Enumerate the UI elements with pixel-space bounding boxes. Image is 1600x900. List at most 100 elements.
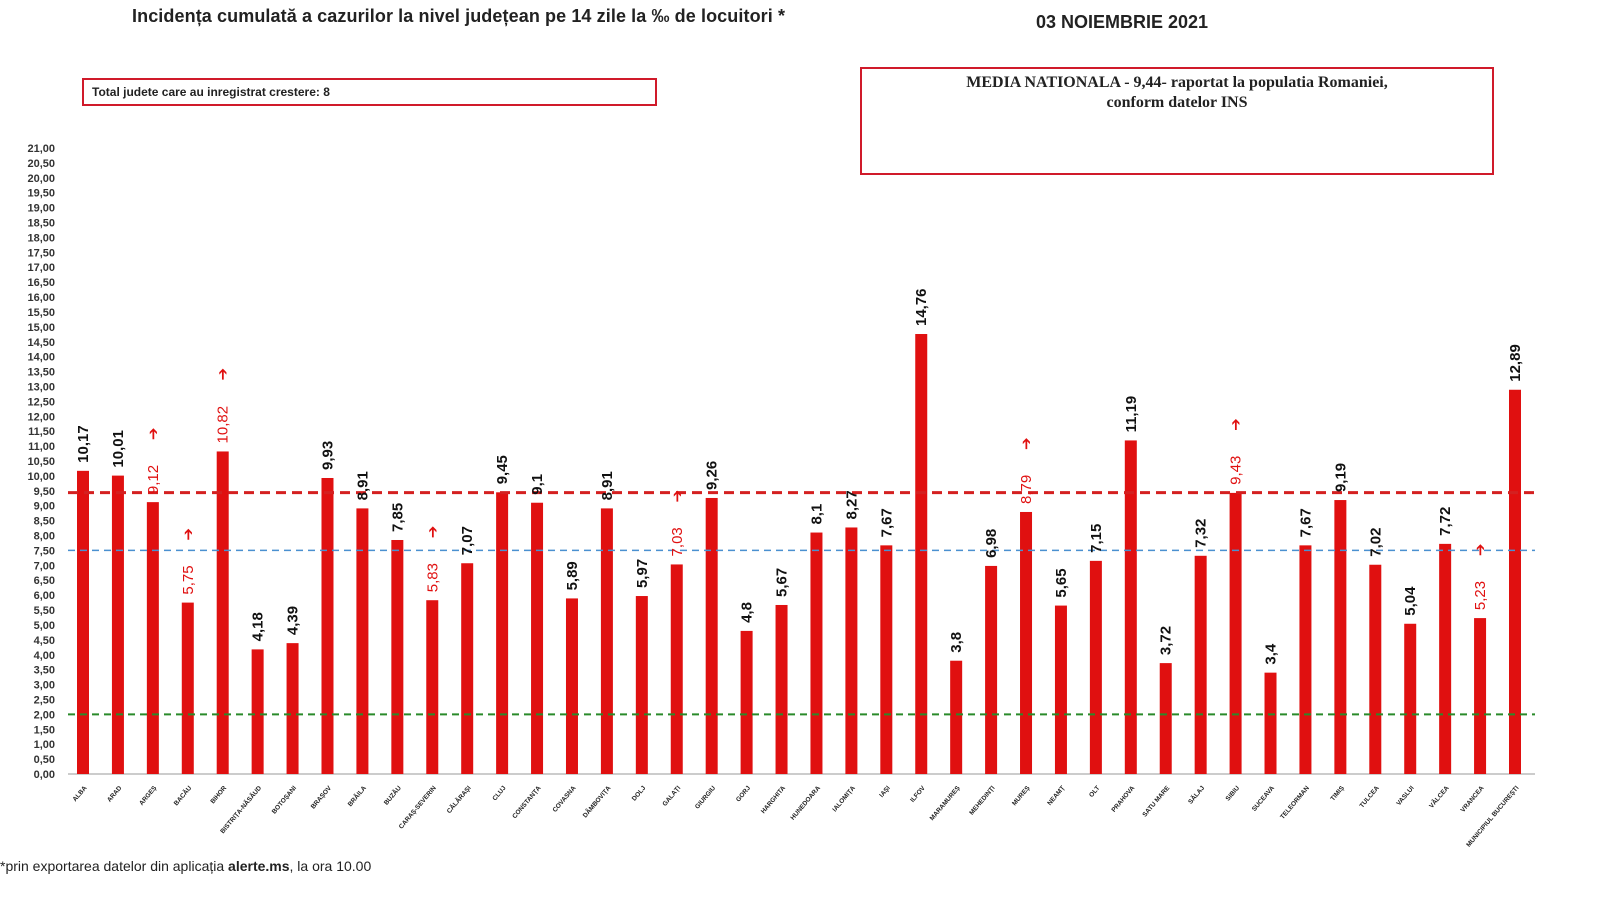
category-label: TULCEA (1359, 785, 1382, 810)
bar-vâlcea (1439, 543, 1452, 774)
y-tick-label: 2,50 (34, 694, 55, 706)
y-tick-label: 10,50 (27, 456, 55, 468)
category-label: VRANCEA (1460, 785, 1486, 814)
up-arrow-icon: ➔ (668, 490, 686, 503)
y-tick-label: 10,00 (27, 471, 55, 483)
value-label: 8,79 (1018, 475, 1035, 504)
y-tick-label: 20,50 (27, 158, 55, 170)
category-label: OLT (1088, 785, 1101, 799)
value-label: 7,32 (1193, 519, 1210, 548)
category-label: DOLJ (631, 784, 648, 802)
y-tick-label: 12,50 (27, 396, 55, 408)
y-tick-label: 12,00 (27, 411, 55, 423)
value-label: 4,18 (250, 612, 267, 641)
bar-botoșani (286, 643, 299, 774)
category-label: COVASNA (552, 785, 578, 814)
bar-buzău (391, 539, 404, 774)
value-label: 7,67 (1297, 508, 1314, 537)
y-tick-label: 0,00 (34, 769, 55, 781)
increase-count-box: Total judete care au inregistrat crester… (82, 78, 657, 106)
value-label: 7,67 (878, 508, 895, 537)
y-tick-label: 17,50 (27, 247, 55, 259)
bar-bacău (181, 602, 194, 774)
bar-neamț (1054, 605, 1067, 774)
y-tick-label: 15,50 (27, 307, 55, 319)
bar-alba (77, 470, 89, 774)
category-label: BACĂU (171, 783, 193, 807)
footnote: *prin exportarea datelor din aplicația a… (0, 858, 371, 874)
y-tick-label: 2,00 (34, 709, 55, 721)
national-average-line1: MEDIA NATIONALA - 9,44- raportat la popu… (966, 74, 1388, 91)
y-tick-label: 5,00 (34, 620, 55, 632)
y-tick-label: 21,00 (27, 143, 55, 155)
y-tick-label: 14,50 (27, 337, 55, 349)
category-label: SUCEAVA (1251, 785, 1276, 813)
value-label: 3,8 (948, 632, 965, 653)
y-tick-label: 8,00 (34, 531, 55, 543)
category-label: VASLUI (1395, 785, 1415, 808)
bar-hunedoara (810, 532, 823, 774)
y-tick-label: 17,00 (27, 262, 55, 274)
value-label: 3,4 (1263, 643, 1280, 665)
value-label: 5,75 (180, 565, 197, 594)
value-label: 7,02 (1367, 528, 1384, 557)
up-arrow-icon: ➔ (1227, 418, 1245, 431)
category-label: ARAD (106, 785, 124, 804)
bar-timiș (1334, 500, 1347, 774)
value-label: 9,12 (145, 465, 162, 494)
bar-bihor (216, 451, 229, 774)
category-label: MARAMUREȘ (929, 784, 962, 822)
category-label: BUZĂU (381, 783, 403, 806)
category-label: CONSTANȚA (511, 785, 542, 821)
value-label: 9,1 (529, 474, 546, 495)
value-label: 9,26 (704, 461, 721, 490)
value-label: 5,83 (424, 563, 441, 592)
category-label: CARAȘ-SEVERIN (398, 785, 438, 831)
value-label: 11,19 (1123, 396, 1140, 433)
value-label: 9,19 (1332, 463, 1349, 492)
bar-ialomița (845, 527, 858, 774)
value-label: 9,93 (319, 441, 336, 470)
value-label: 7,07 (459, 526, 476, 555)
y-tick-label: 9,00 (34, 501, 55, 513)
value-label: 7,15 (1088, 524, 1105, 553)
y-tick-label: 16,00 (27, 292, 55, 304)
value-label: 5,67 (774, 568, 791, 597)
bar-giurgiu (705, 497, 718, 774)
y-tick-label: 13,00 (27, 381, 55, 393)
y-tick-label: 20,00 (27, 173, 55, 185)
y-tick-label: 1,50 (34, 724, 55, 736)
y-tick-label: 4,50 (34, 635, 55, 647)
bar-argeș (146, 502, 159, 774)
value-label: 12,89 (1507, 344, 1524, 382)
value-label: 10,17 (75, 425, 92, 463)
bar-olt (1089, 560, 1102, 774)
value-label: 8,27 (843, 490, 860, 519)
category-label: IALOMIȚA (831, 785, 857, 814)
bar-satu-mare (1159, 663, 1172, 774)
national-average-box: MEDIA NATIONALA - 9,44- raportat la popu… (860, 67, 1494, 175)
bar-vrancea (1474, 618, 1487, 774)
bar-prahova (1124, 440, 1137, 774)
value-label: 10,82 (215, 406, 232, 444)
category-label: MUREȘ (1011, 784, 1032, 807)
y-tick-label: 4,00 (34, 650, 55, 662)
category-label: GORJ (735, 784, 752, 803)
bar-dolj (635, 596, 648, 774)
bar-mehedinți (985, 565, 998, 774)
bar-covasna (565, 598, 578, 774)
y-tick-label: 8,50 (34, 516, 55, 528)
bar-galați (670, 564, 683, 774)
bar-mureș (1020, 511, 1033, 774)
y-tick-label: 15,00 (27, 322, 55, 334)
up-arrow-icon: ➔ (179, 528, 197, 541)
up-arrow-icon: ➔ (1017, 437, 1035, 450)
y-tick-label: 0,50 (34, 754, 55, 766)
category-label: TIMIȘ (1329, 784, 1346, 802)
value-label: 8,91 (354, 471, 371, 500)
up-arrow-icon: ➔ (1471, 544, 1489, 557)
category-label: PRAHOVA (1110, 785, 1136, 814)
category-label: SIBIU (1225, 785, 1242, 803)
bar-constanța (531, 502, 544, 774)
